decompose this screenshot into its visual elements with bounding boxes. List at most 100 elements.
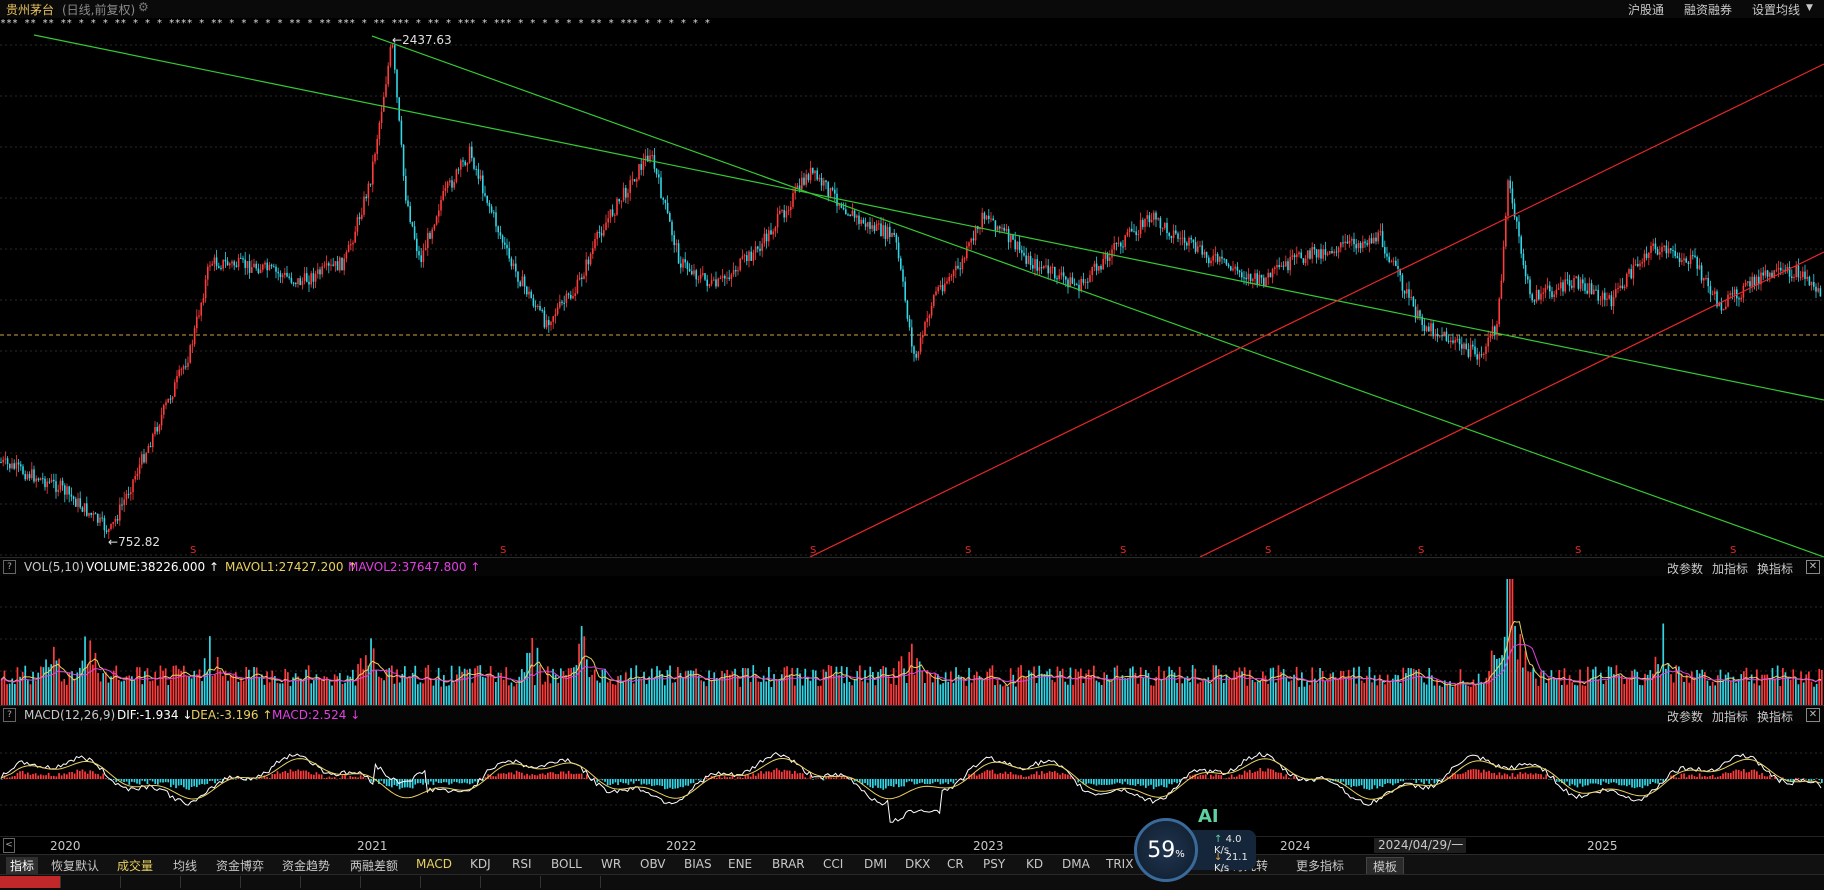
tab-dkx[interactable]: DKX [905,857,931,871]
macd-bar [172,779,175,785]
year-label: 2021 [357,839,388,853]
tab-wr[interactable]: WR [601,857,622,871]
tab-trix[interactable]: TRIX [1106,857,1134,871]
switch-indicator-button[interactable]: 换指标 [1757,562,1794,576]
volume-indicator-name[interactable]: VOL(5,10) [24,560,85,574]
tab-rsi[interactable]: RSI [512,857,532,871]
volume-bar [1496,658,1498,705]
edit-params-button[interactable]: 改参数 [1667,562,1704,576]
link-ma-settings[interactable]: 设置均线 [1752,3,1801,17]
bottom-tab[interactable] [60,876,121,888]
tab-kd[interactable]: KD [1026,857,1044,871]
stock-name[interactable]: 贵州茅台 [6,3,55,17]
tab-kdj[interactable]: KDJ [470,857,491,871]
macd-bar [1129,779,1132,786]
volume-bar [1355,683,1358,705]
candle-body [1731,293,1734,295]
tab-more-indicators[interactable]: 更多指标 [1296,859,1345,873]
macd-bar [1444,778,1446,780]
macd-bar [112,779,115,780]
close-icon[interactable]: ✕ [1806,560,1820,574]
tab-fund-game[interactable]: 资金博弈 [216,859,265,873]
macd-bar [284,770,287,779]
macd-bar [1431,779,1433,781]
add-indicator-button[interactable]: 加指标 [1712,710,1749,724]
volume-bar [1264,675,1267,705]
volume-bar [916,658,918,705]
candle-body [1553,294,1555,298]
help-icon[interactable]: ? [3,708,16,722]
chevron-left-icon[interactable]: < [3,838,15,853]
tab-macd[interactable]: MACD [416,857,452,871]
bottom-tab[interactable] [120,876,181,888]
chevron-down-icon[interactable]: ▼ [1806,3,1813,13]
volume-chart[interactable] [0,575,1824,705]
edit-params-button[interactable]: 改参数 [1667,710,1704,724]
tab-fund-trend[interactable]: 资金趋势 [282,859,331,873]
tab-ene[interactable]: ENE [728,857,753,871]
tab-margin-diff[interactable]: 两融差额 [350,859,399,873]
volume-bar [1103,672,1106,705]
macd-indicator-name[interactable]: MACD(12,26,9) [24,708,116,722]
event-marker-row[interactable]: *** ** ** ** * * * ** * * * **** * ** * … [0,18,711,29]
volume-bar [1761,674,1763,705]
tab-psy[interactable]: PSY [983,857,1006,871]
candle-body [453,182,455,188]
cpu-usage-gauge[interactable]: 59% [1134,818,1198,882]
macd-bar [1,779,3,780]
bottom-tab[interactable] [360,876,421,888]
tab-ma[interactable]: 均线 [173,859,198,873]
candle-body [1104,254,1107,259]
tab-volume[interactable]: 成交量 [117,859,154,873]
tab-dmi[interactable]: DMI [864,857,888,871]
macd-bar [1771,778,1774,780]
bottom-tab[interactable] [240,876,301,888]
bottom-tab[interactable] [180,876,241,888]
tab-dma[interactable]: DMA [1062,857,1090,871]
switch-indicator-button[interactable]: 换指标 [1757,710,1794,724]
tab-indicators[interactable]: 指标 [6,857,39,874]
volume-bar [807,676,809,705]
tab-boll[interactable]: BOLL [551,857,582,871]
candle-body [169,398,172,400]
candle-body [937,287,939,292]
bottom-tab[interactable] [0,876,61,888]
candle-body [416,238,418,252]
add-indicator-button[interactable]: 加指标 [1712,562,1749,576]
link-margin-trading[interactable]: 融资融券 [1684,3,1733,17]
bottom-tab[interactable] [300,876,361,888]
candle-body [625,187,627,198]
tab-cr[interactable]: CR [947,857,964,871]
tab-obv[interactable]: OBV [640,857,666,871]
volume-bar [502,679,505,705]
close-icon[interactable]: ✕ [1806,708,1820,722]
macd-chart[interactable] [0,723,1824,836]
macd-bar [1360,779,1363,786]
tab-brar[interactable]: BRAR [772,857,805,871]
tab-restore-default[interactable]: 恢复默认 [51,859,100,873]
bottom-tab[interactable] [420,876,481,888]
candle-body [248,261,251,273]
help-icon[interactable]: ? [3,560,16,574]
gear-icon[interactable]: ⚙ [138,0,149,14]
bottom-tab[interactable] [540,876,601,888]
volume-bar [3,670,6,705]
s-marker: S [965,545,971,556]
macd-bar [1571,779,1574,785]
ai-label[interactable]: AI [1198,806,1219,827]
candle-body [1656,249,1659,255]
volume-bar [159,665,162,705]
tab-bias[interactable]: BIAS [684,857,712,871]
link-hk-connect[interactable]: 沪股通 [1628,3,1665,17]
bottom-tab[interactable] [480,876,541,888]
macd-bar [55,776,58,779]
macd-bar [1293,775,1295,779]
volume-bar [1626,678,1628,705]
macd-bar [744,774,747,779]
candle-body [229,263,231,266]
volume-bar [1701,669,1704,705]
volume-bar [229,674,232,705]
volume-bar [458,666,461,705]
tab-cci[interactable]: CCI [823,857,844,871]
